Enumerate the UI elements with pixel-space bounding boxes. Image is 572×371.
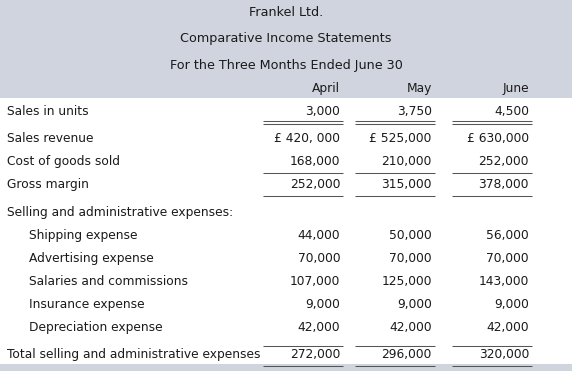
Text: 3,750: 3,750 [397, 105, 432, 118]
Text: 42,000: 42,000 [297, 321, 340, 334]
Text: 210,000: 210,000 [382, 155, 432, 168]
Text: 252,000: 252,000 [290, 178, 340, 191]
Text: May: May [407, 82, 432, 95]
Text: Total selling and administrative expenses: Total selling and administrative expense… [7, 348, 260, 361]
Text: Depreciation expense: Depreciation expense [29, 321, 162, 334]
Text: Selling and administrative expenses:: Selling and administrative expenses: [7, 206, 233, 219]
Text: 143,000: 143,000 [479, 275, 529, 288]
Text: 42,000: 42,000 [389, 321, 432, 334]
Text: 168,000: 168,000 [290, 155, 340, 168]
Bar [0, 364, 572, 371]
Text: 315,000: 315,000 [382, 178, 432, 191]
Text: 9,000: 9,000 [305, 298, 340, 311]
Text: Cost of goods sold: Cost of goods sold [7, 155, 120, 168]
Bar [0, 98, 572, 371]
Text: Comparative Income Statements: Comparative Income Statements [180, 32, 392, 45]
Text: 70,000: 70,000 [297, 252, 340, 265]
Text: 44,000: 44,000 [297, 229, 340, 242]
Text: 70,000: 70,000 [389, 252, 432, 265]
Text: Shipping expense: Shipping expense [29, 229, 137, 242]
Text: £ 525,000: £ 525,000 [370, 132, 432, 145]
Text: 4,500: 4,500 [494, 105, 529, 118]
Text: 125,000: 125,000 [382, 275, 432, 288]
Text: 42,000: 42,000 [486, 321, 529, 334]
Text: For the Three Months Ended June 30: For the Three Months Ended June 30 [169, 59, 403, 72]
Text: 252,000: 252,000 [479, 155, 529, 168]
Text: £ 420, 000: £ 420, 000 [275, 132, 340, 145]
Text: 378,000: 378,000 [479, 178, 529, 191]
Text: 296,000: 296,000 [382, 348, 432, 361]
Text: 70,000: 70,000 [486, 252, 529, 265]
Text: Advertising expense: Advertising expense [29, 252, 153, 265]
Text: Insurance expense: Insurance expense [29, 298, 144, 311]
Text: Salaries and commissions: Salaries and commissions [29, 275, 188, 288]
Text: 50,000: 50,000 [389, 229, 432, 242]
Text: Sales in units: Sales in units [7, 105, 89, 118]
Text: April: April [312, 82, 340, 95]
Text: 9,000: 9,000 [397, 298, 432, 311]
Bar [0, 0, 572, 98]
Text: Sales revenue: Sales revenue [7, 132, 93, 145]
Text: 107,000: 107,000 [290, 275, 340, 288]
Text: Gross margin: Gross margin [7, 178, 89, 191]
Text: June: June [502, 82, 529, 95]
Text: 3,000: 3,000 [305, 105, 340, 118]
Text: 272,000: 272,000 [290, 348, 340, 361]
Text: Frankel Ltd.: Frankel Ltd. [249, 6, 323, 19]
Text: 9,000: 9,000 [494, 298, 529, 311]
Text: 320,000: 320,000 [479, 348, 529, 361]
Text: £ 630,000: £ 630,000 [467, 132, 529, 145]
Text: 56,000: 56,000 [486, 229, 529, 242]
